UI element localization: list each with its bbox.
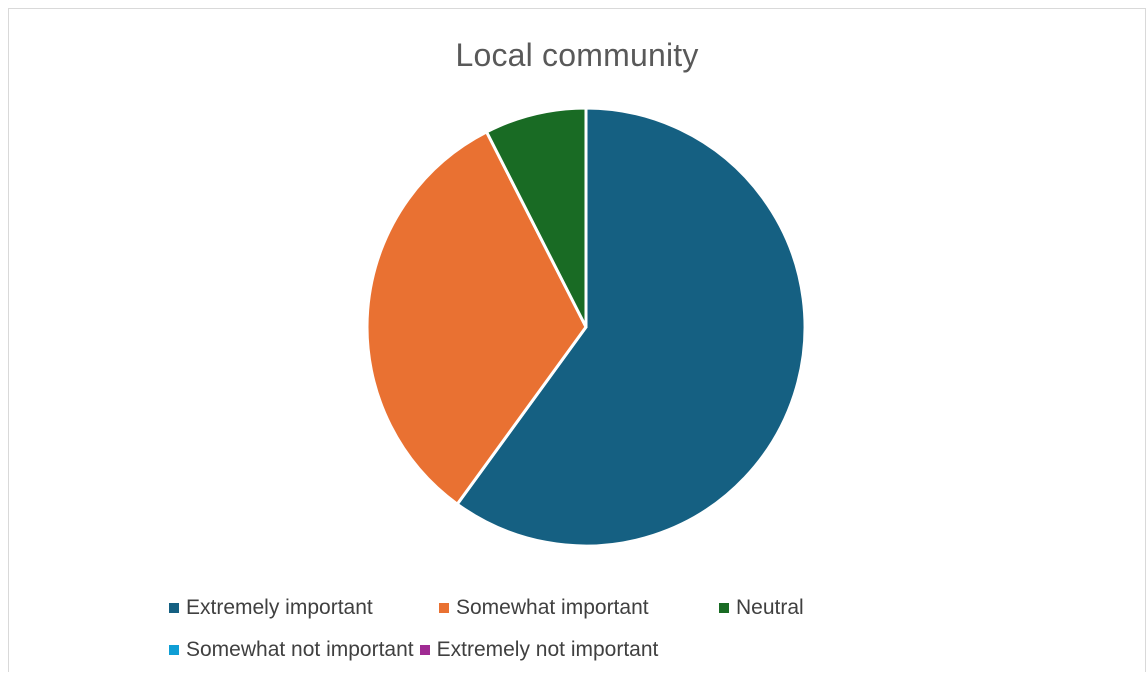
- chart-title: Local community: [455, 37, 699, 73]
- legend-label: Extremely important: [186, 596, 373, 619]
- pie-slice-somewhat-important: [365, 130, 588, 506]
- legend-swatch: [169, 603, 179, 613]
- legend-swatch: [719, 603, 729, 613]
- legend-item-neutral: Neutral: [719, 596, 839, 620]
- legend: Extremely important Somewhat important Neu…: [169, 587, 929, 671]
- chart-frame: Local community Extremely important Somew…: [8, 8, 1146, 672]
- legend-label: Extremely not important: [436, 638, 659, 661]
- legend-item-extremely-not-important: Extremely not important: [419, 638, 659, 662]
- pie-slice-neutral: [485, 106, 588, 329]
- legend-label: Somewhat important: [456, 596, 649, 619]
- pie-slice-extremely-important: [455, 106, 807, 548]
- legend-item-somewhat-important: Somewhat important: [439, 596, 719, 620]
- legend-label: Neutral: [736, 596, 804, 619]
- legend-row: Extremely important Somewhat important Neu…: [169, 587, 929, 629]
- legend-item-somewhat-not-important: Somewhat not important: [169, 638, 414, 662]
- legend-swatch: [439, 603, 449, 613]
- legend-row: Somewhat not important Extremely not impo…: [169, 629, 929, 671]
- legend-label: Somewhat not important: [186, 638, 414, 661]
- legend-swatch: [169, 645, 179, 655]
- pie-chart: [365, 106, 807, 548]
- legend-swatch: [419, 645, 430, 655]
- legend-item-extremely-important: Extremely important: [169, 596, 439, 620]
